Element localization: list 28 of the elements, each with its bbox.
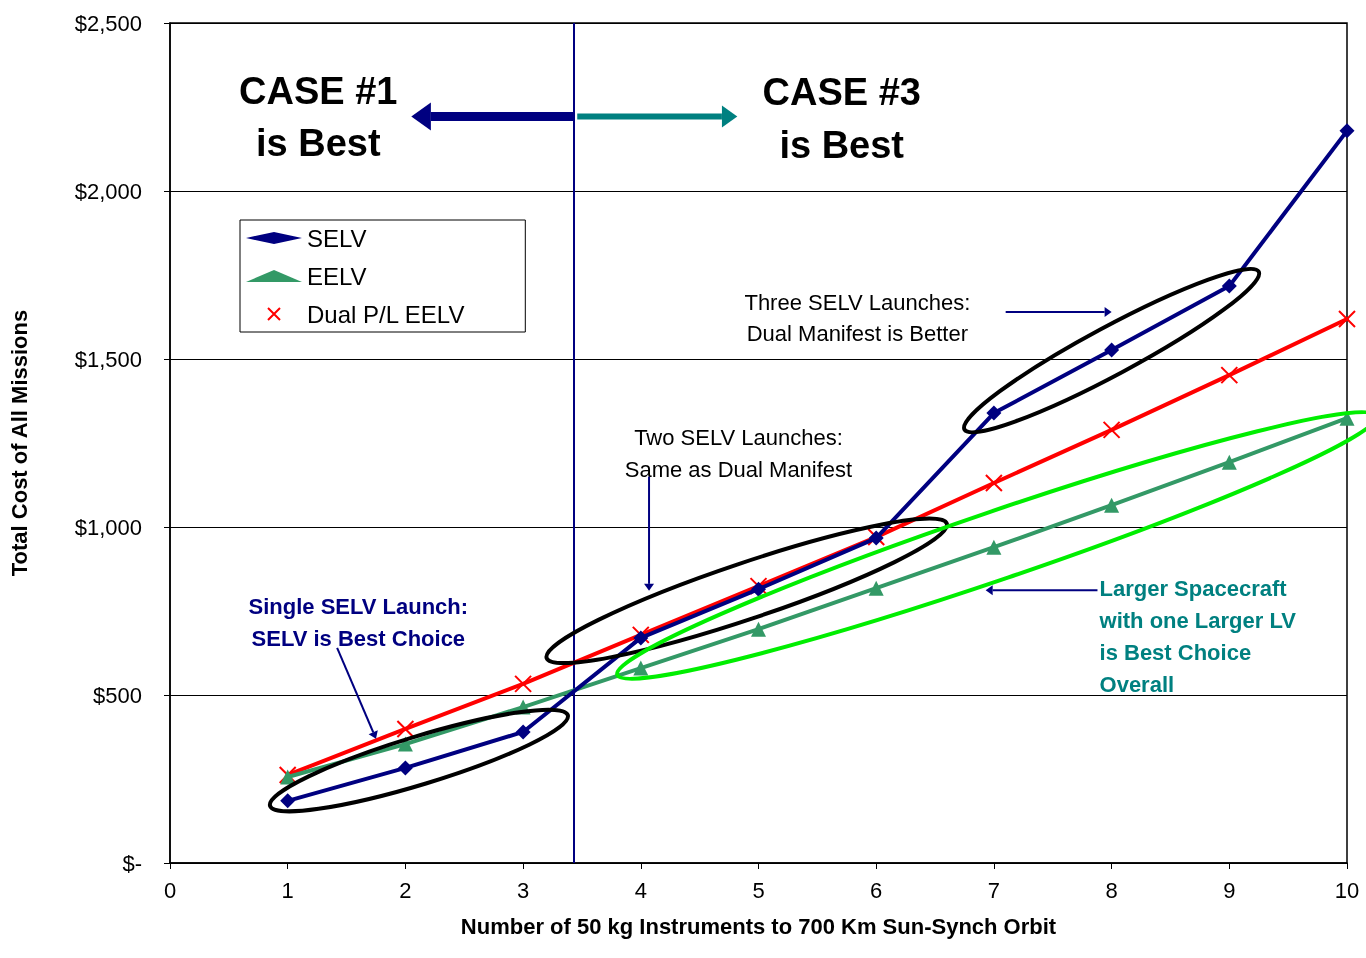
annotation: Larger Spacecraft with one Larger LV is Best Choice Overall <box>1098 575 1297 697</box>
x-tick-label: 0 <box>163 877 177 903</box>
annotation: Two SELV Launches: Same as Dual Manifest <box>624 424 853 482</box>
y-axis-title: Total Cost of All Missions <box>6 309 32 577</box>
x-tick-label: 3 <box>516 877 530 903</box>
y-tick-label: $1,000 <box>74 514 142 540</box>
annotation: Three SELV Launches: Dual Manifest is Better <box>744 289 971 347</box>
legend-label: SELV <box>307 224 367 252</box>
x-axis-title: Number of 50 kg Instruments to 700 Km Sun-Synch Orbit <box>460 913 1057 939</box>
annotation: CASE #3 is Best <box>762 71 921 166</box>
legend-label: EELV <box>307 262 367 290</box>
y-tick-label: $500 <box>93 682 142 708</box>
y-tick-label: $- <box>122 850 142 876</box>
y-tick-label: $1,500 <box>74 346 142 372</box>
annotation: Single SELV Launch: SELV is Best Choice <box>248 593 469 651</box>
x-tick-label: 7 <box>987 877 1001 903</box>
x-tick-label: 10 <box>1334 877 1360 903</box>
x-tick-label: 9 <box>1223 877 1236 903</box>
x-tick-label: 4 <box>634 877 647 903</box>
x-tick-label: 1 <box>281 877 294 903</box>
annotation: CASE #1 is Best <box>239 69 398 165</box>
x-tick-label: 5 <box>752 877 765 903</box>
x-tick-label: 8 <box>1105 877 1118 903</box>
y-tick-label: $2,500 <box>74 10 142 36</box>
x-tick-label: 2 <box>399 877 412 903</box>
x-tick-label: 6 <box>870 877 883 903</box>
y-tick-label: $2,000 <box>74 178 142 204</box>
legend-label: Dual P/L EELV <box>307 300 465 328</box>
